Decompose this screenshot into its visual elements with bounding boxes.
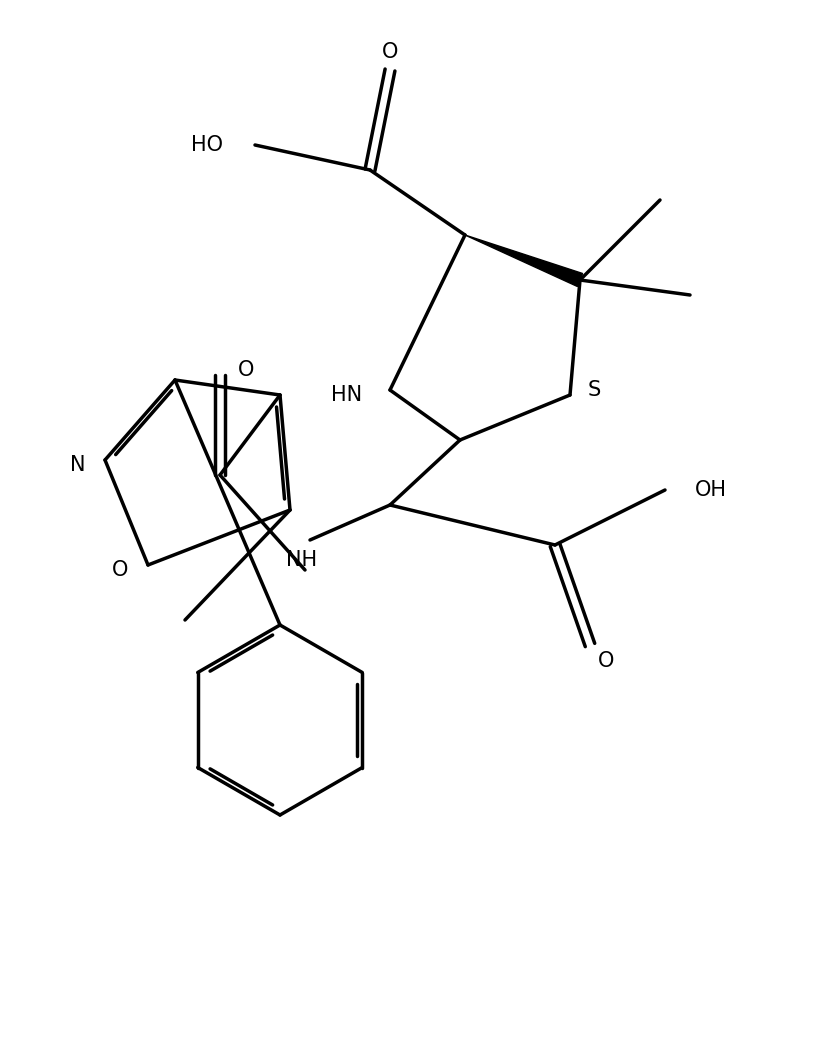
Text: O: O [382,42,398,62]
Text: O: O [111,560,128,580]
Text: OH: OH [695,480,727,500]
Polygon shape [465,235,582,287]
Text: N: N [70,455,85,475]
Text: O: O [598,651,614,671]
Text: HO: HO [191,135,223,155]
Text: O: O [238,360,254,380]
Text: HN: HN [330,385,362,405]
Text: S: S [588,380,601,400]
Text: NH: NH [286,550,317,570]
